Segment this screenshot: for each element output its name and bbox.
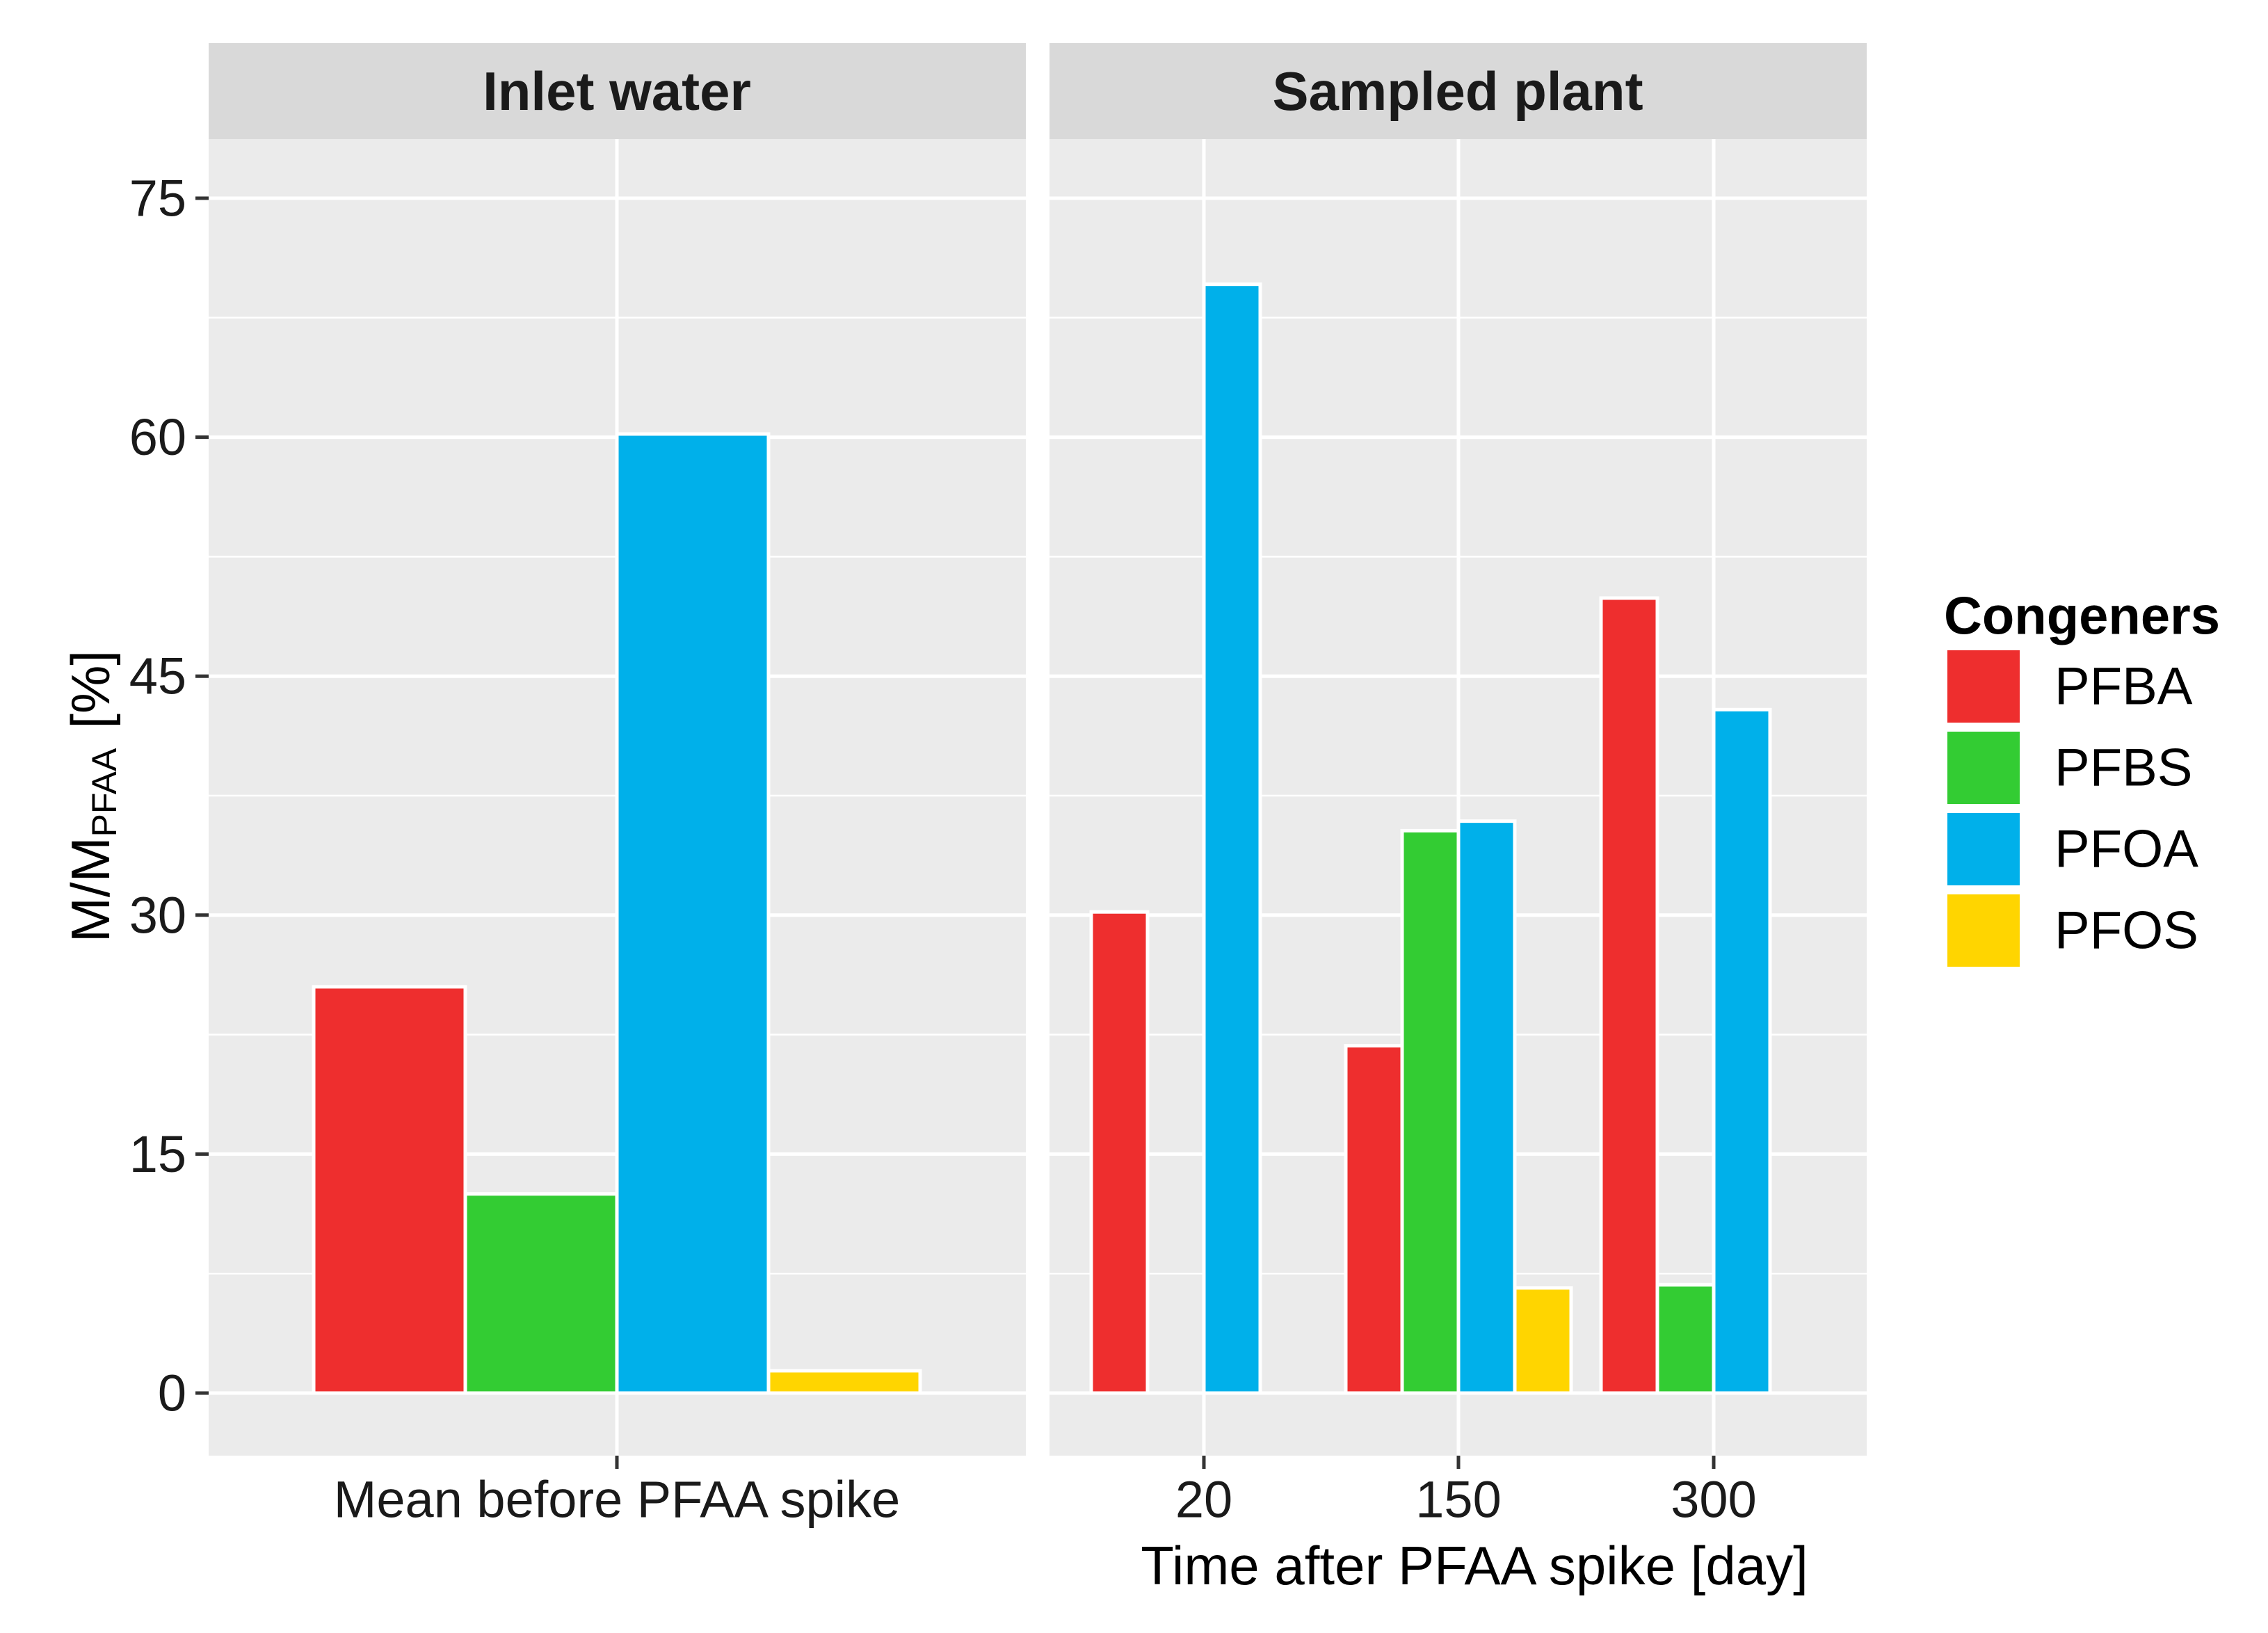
bars-sampled-plant <box>1089 282 1772 1395</box>
y-tick-label-45: 45 <box>129 647 186 705</box>
bar-sampled-plant-pfba-300 <box>1599 596 1659 1395</box>
bar-sampled-plant-pfoa-300 <box>1712 707 1772 1395</box>
x-tick-label-300: 300 <box>1671 1471 1756 1529</box>
y-tick-label-30: 30 <box>129 886 186 944</box>
panel-title-sampled-plant: Sampled plant <box>1272 61 1643 122</box>
bar-sampled-plant-pfoa-20 <box>1202 282 1262 1395</box>
legend-key-pfos <box>1947 894 2020 967</box>
bar-sampled-plant-pfba-20 <box>1089 910 1150 1395</box>
x-axis-sampled-plant: 20 150 300 <box>1175 1456 1757 1529</box>
x-axis-inlet-water: Mean before PFAA spike <box>334 1456 900 1529</box>
bars-inlet-water <box>312 432 922 1395</box>
y-axis-title-main: M/M <box>60 837 121 942</box>
bar-inlet-water-pfoa-mean-before-pfaa-spike <box>615 432 771 1395</box>
bar-sampled-plant-pfbs-300 <box>1655 1282 1716 1395</box>
legend: PFBA PFBS PFOA PFOS <box>1947 650 2198 967</box>
panel-title-inlet-water: Inlet water <box>483 61 751 122</box>
y-tick-label-15: 15 <box>129 1125 186 1183</box>
x-tick-label-20: 20 <box>1175 1471 1232 1529</box>
y-axis-title-unit: [%] <box>60 650 121 729</box>
legend-key-pfbs <box>1947 732 2020 804</box>
bar-inlet-water-pfbs-mean-before-pfaa-spike <box>463 1192 619 1395</box>
y-axis: 0 15 30 45 60 75 <box>129 170 209 1422</box>
y-tick-label-0: 0 <box>158 1365 186 1422</box>
bar-sampled-plant-pfoa-150 <box>1456 819 1517 1395</box>
legend-label-pfba: PFBA <box>2054 657 2193 716</box>
legend-label-pfos: PFOS <box>2054 901 2198 960</box>
y-tick-label-75: 75 <box>129 170 186 227</box>
legend-title: Congeners <box>1944 587 2220 646</box>
bar-inlet-water-pfos-mean-before-pfaa-spike <box>766 1369 922 1395</box>
bar-sampled-plant-pfba-150 <box>1344 1044 1404 1395</box>
strip-sampled-plant <box>1049 43 1867 139</box>
y-axis-title-subscript: PFAA <box>85 748 124 837</box>
legend-label-pfoa: PFOA <box>2054 820 2198 879</box>
bar-inlet-water-pfba-mean-before-pfaa-spike <box>312 985 467 1395</box>
legend-key-pfoa <box>1947 813 2020 885</box>
x-tick-label-mean-before-pfaa-spike: Mean before PFAA spike <box>334 1471 900 1529</box>
y-tick-label-60: 60 <box>129 408 186 466</box>
y-axis-title: M/MPFAA [%] <box>60 650 124 942</box>
x-tick-label-150: 150 <box>1415 1471 1501 1529</box>
bar-sampled-plant-pfbs-150 <box>1400 828 1461 1395</box>
strip-inlet-water <box>209 43 1026 139</box>
x-axis-title: Time after PFAA spike [day] <box>1141 1535 1808 1596</box>
bar-sampled-plant-pfos-150 <box>1513 1286 1573 1395</box>
legend-label-pfbs: PFBS <box>2054 739 2193 798</box>
legend-key-pfba <box>1947 650 2020 723</box>
